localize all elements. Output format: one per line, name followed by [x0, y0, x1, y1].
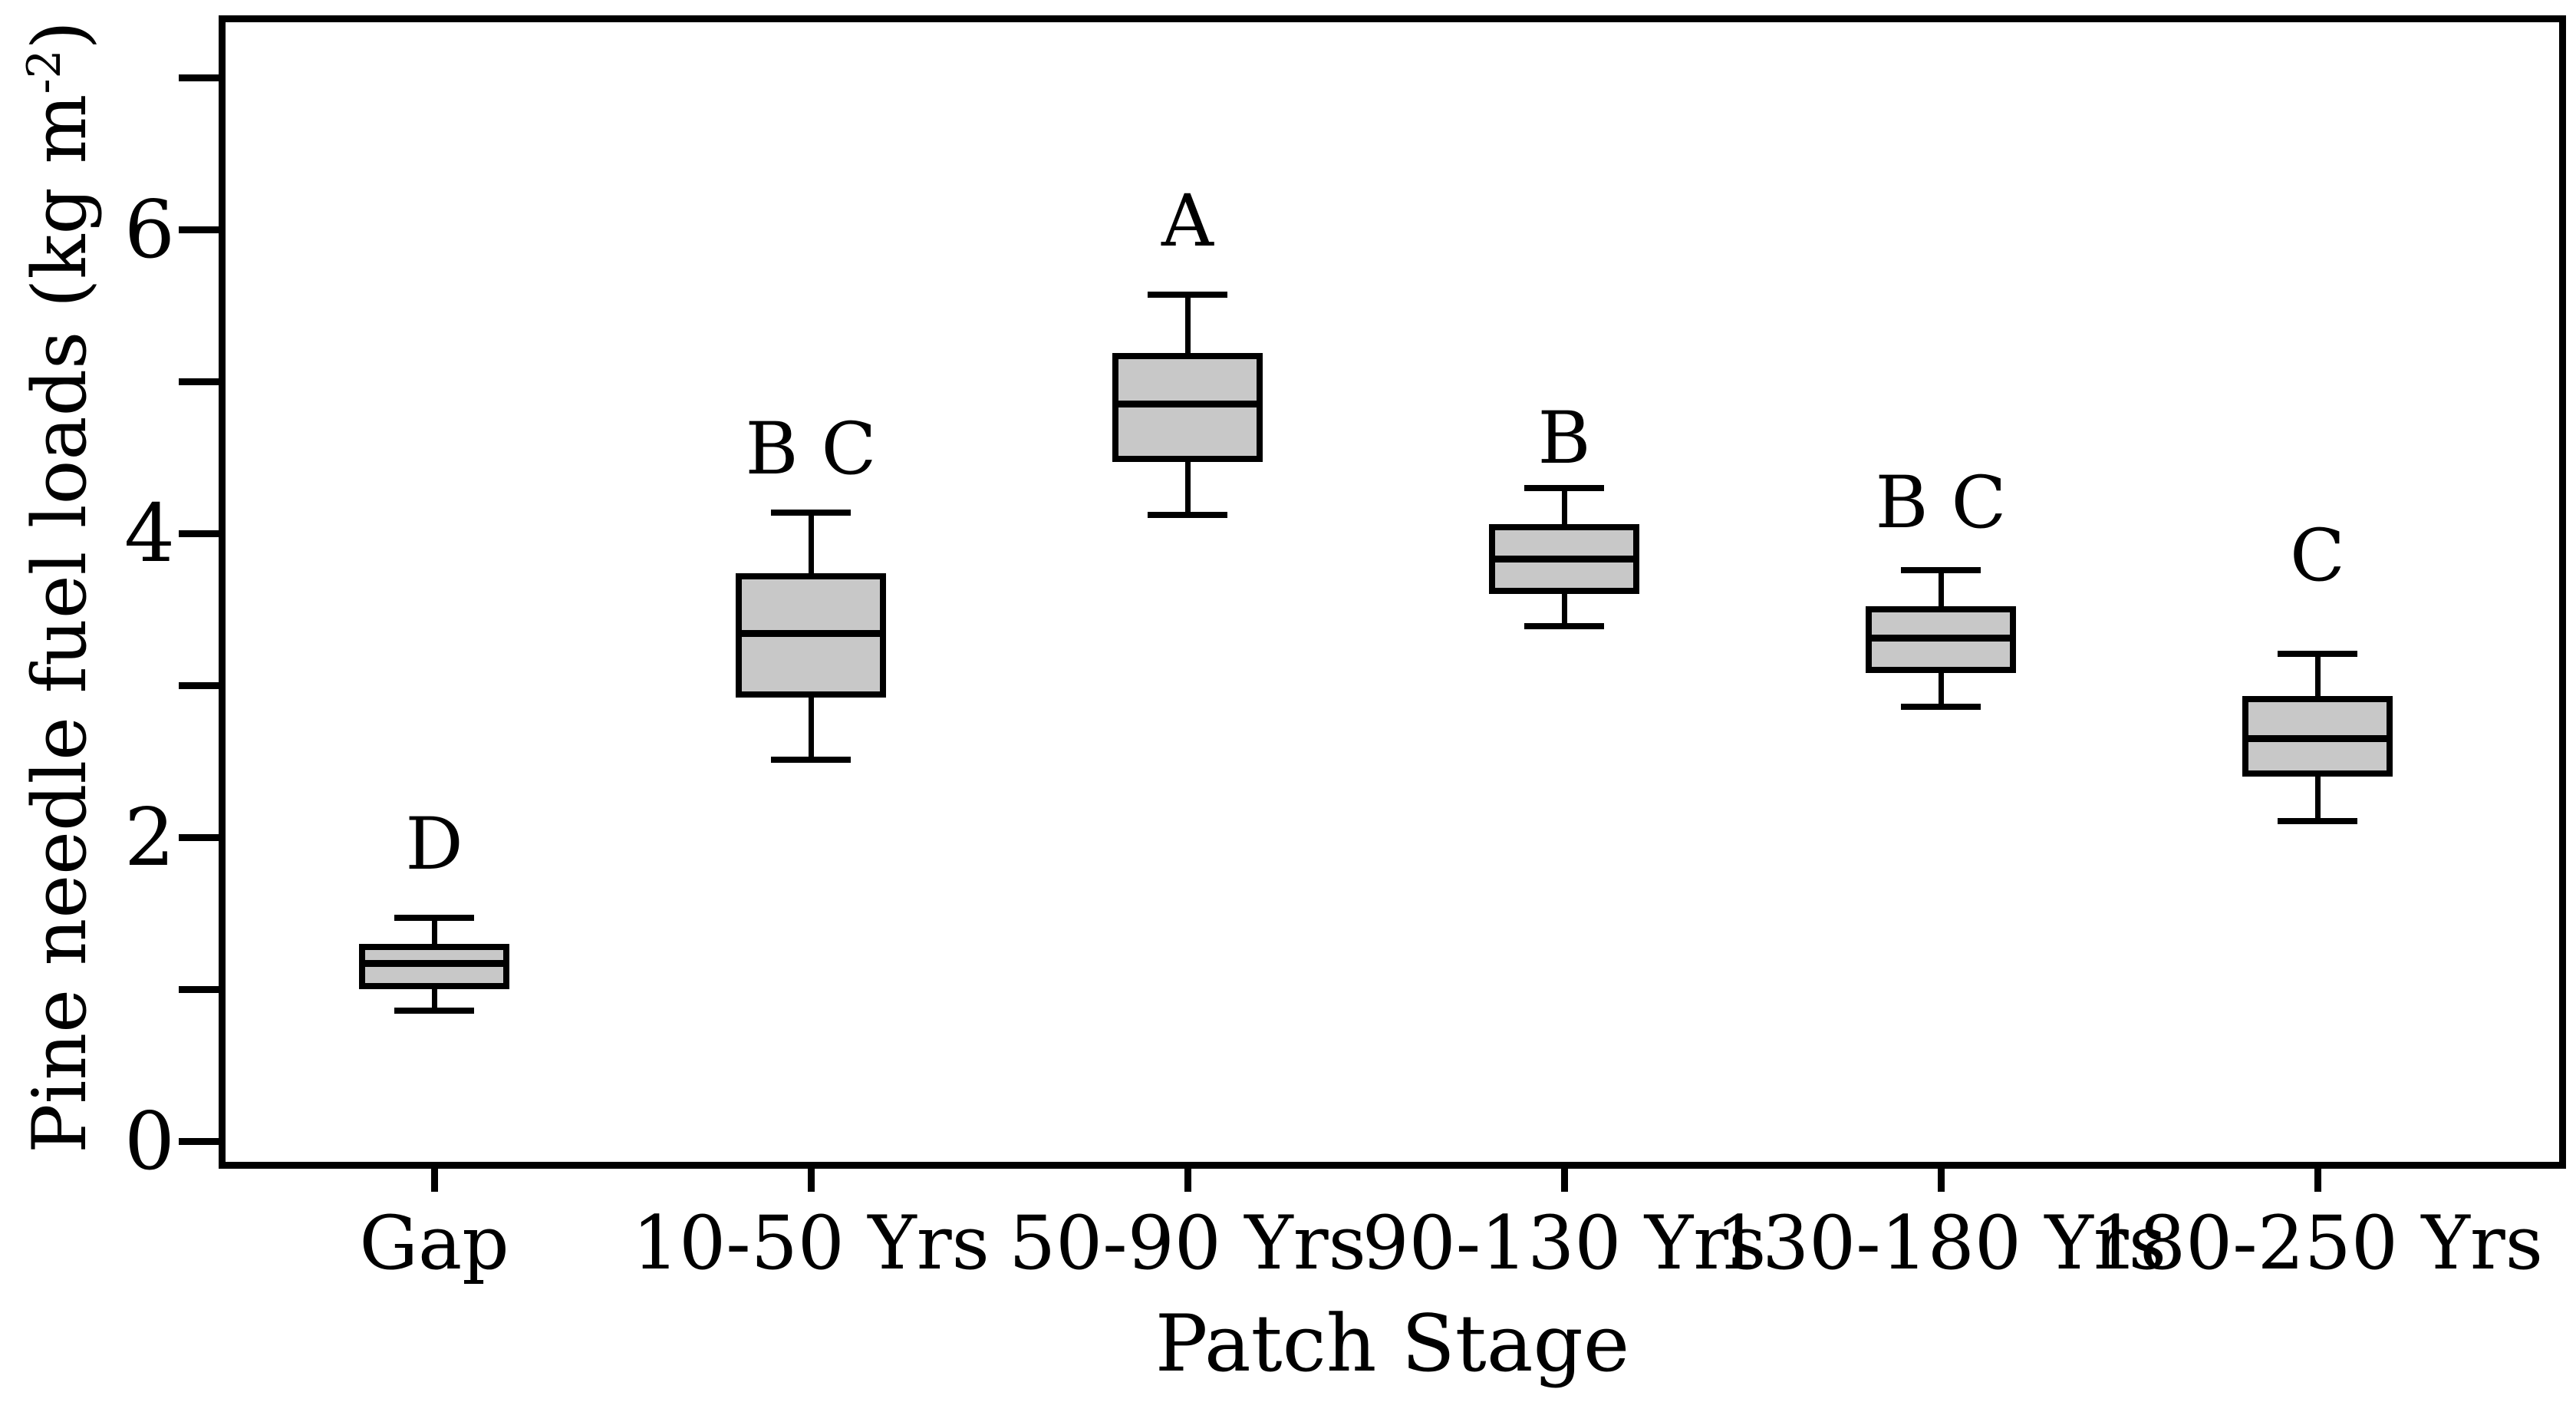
lower-whisker-stem-2 [1184, 462, 1191, 516]
significance-letter-1: B C [745, 407, 877, 492]
significance-letter-3: B [1537, 397, 1591, 481]
lower-whisker-cap-2 [1148, 512, 1227, 519]
lower-whisker-cap-3 [1524, 623, 1604, 630]
median-line-5 [2242, 735, 2393, 743]
lower-whisker-cap-4 [1901, 704, 1981, 710]
y-tick-label-2: 2 [124, 790, 175, 885]
x-category-label-4: 130-180 Yrs [1715, 1200, 2166, 1286]
upper-whisker-stem-0 [431, 918, 437, 944]
plot-area [219, 15, 2566, 1169]
median-line-2 [1112, 401, 1263, 408]
x-axis-title: Patch Stage [1155, 1298, 1630, 1390]
median-line-4 [1866, 635, 2016, 642]
x-tick-4 [1937, 1169, 1945, 1192]
x-tick-1 [807, 1169, 815, 1192]
y-major-tick-4 [179, 530, 219, 537]
y-minor-tick-1 [179, 985, 219, 993]
y-tick-label-0: 0 [124, 1094, 175, 1189]
y-tick-label-6: 6 [124, 183, 175, 277]
lower-whisker-stem-0 [431, 989, 437, 1011]
y-major-tick-6 [179, 226, 219, 233]
upper-whisker-stem-2 [1184, 295, 1191, 353]
upper-whisker-cap-2 [1148, 292, 1227, 299]
upper-whisker-stem-5 [2314, 653, 2321, 697]
x-category-label-0: Gap [359, 1200, 509, 1286]
x-category-label-1: 10-50 Yrs [632, 1200, 990, 1286]
lower-whisker-stem-5 [2314, 777, 2321, 821]
upper-whisker-cap-4 [1901, 566, 1981, 573]
x-category-label-5: 180-250 Yrs [2092, 1200, 2543, 1286]
significance-letter-4: B C [1875, 460, 2007, 545]
upper-whisker-stem-4 [1938, 569, 1944, 607]
lower-whisker-cap-1 [771, 757, 851, 764]
y-major-tick-2 [179, 833, 219, 841]
significance-letter-2: A [1161, 180, 1214, 264]
x-category-label-3: 90-130 Yrs [1362, 1200, 1767, 1286]
y-axis-title-close-paren: ) [17, 21, 103, 50]
lower-whisker-cap-5 [2278, 817, 2357, 824]
y-axis-title-superscript: -2 [18, 49, 71, 94]
y-minor-tick-7 [179, 74, 219, 81]
lower-whisker-stem-4 [1938, 673, 1944, 707]
upper-whisker-cap-5 [2278, 650, 2357, 657]
significance-letter-5: C [2290, 513, 2345, 598]
upper-whisker-cap-3 [1524, 484, 1604, 491]
median-line-0 [359, 960, 509, 968]
x-tick-0 [430, 1169, 438, 1192]
x-tick-5 [2314, 1169, 2321, 1192]
y-minor-tick-5 [179, 378, 219, 385]
upper-whisker-stem-3 [1561, 487, 1567, 525]
upper-whisker-cap-0 [394, 915, 474, 922]
y-tick-label-4: 4 [124, 487, 175, 581]
lower-whisker-stem-3 [1561, 594, 1567, 627]
lower-whisker-stem-1 [808, 698, 814, 760]
y-minor-tick-3 [179, 681, 219, 689]
x-tick-2 [1184, 1169, 1191, 1192]
x-tick-3 [1560, 1169, 1568, 1192]
lower-whisker-cap-0 [394, 1008, 474, 1014]
significance-letter-0: D [405, 803, 463, 887]
x-category-label-2: 50-90 Yrs [1009, 1200, 1366, 1286]
median-line-1 [736, 630, 886, 638]
median-line-3 [1489, 556, 1639, 563]
upper-whisker-cap-1 [771, 509, 851, 516]
y-major-tick-0 [179, 1137, 219, 1145]
upper-whisker-stem-1 [808, 512, 814, 573]
